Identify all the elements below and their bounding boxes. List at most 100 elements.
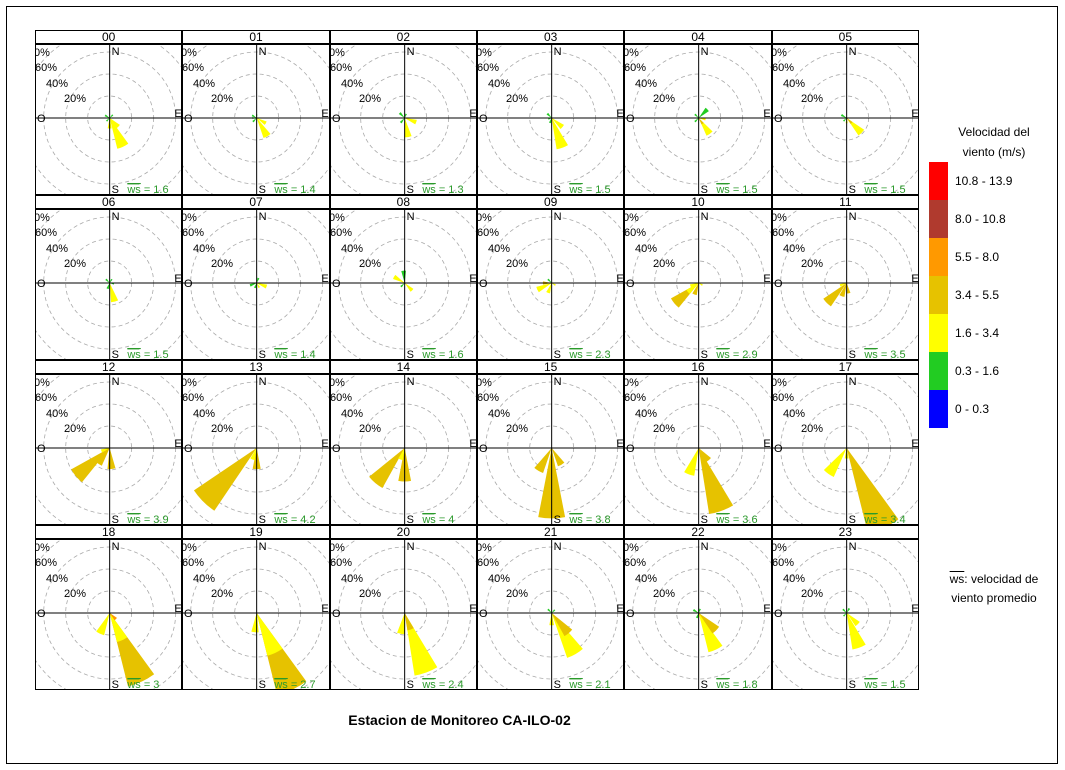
- compass-e-label: E: [616, 273, 623, 285]
- panel-plot-area: 0% 60% 40% 20% N S E Ows = 2.3: [477, 209, 625, 360]
- wind-rose-svg: 0% 60% 40% 20% N S E Ows = 3.6: [625, 375, 771, 524]
- radial-tick-label: 20%: [211, 258, 233, 270]
- panel-hour-label: 17: [771, 360, 919, 374]
- compass-e-label: E: [174, 438, 181, 450]
- grid-circle: [183, 45, 329, 194]
- legend-item: 0 - 0.3: [929, 390, 1057, 428]
- wind-rose-svg: 0% 60% 40% 20% N S E Ows = 2.1: [478, 540, 624, 690]
- radial-tick-label: 60%: [625, 227, 646, 239]
- radial-tick-label: 60%: [183, 227, 204, 239]
- radial-tick-label: 0%: [478, 47, 492, 59]
- wind-petal: [96, 613, 110, 636]
- radial-tick-label: 60%: [331, 227, 352, 239]
- mean-ws-label: ws = 1.6: [126, 184, 168, 195]
- compass-o-label: O: [479, 113, 488, 125]
- compass-o-label: O: [184, 608, 193, 620]
- wind-petal: [392, 274, 405, 284]
- panel-plot-area: 0% 60% 40% 20% N S E Ows = 1.3: [329, 44, 477, 195]
- wind-petal: [551, 609, 556, 614]
- wind-petal: [839, 283, 847, 287]
- compass-s-label: S: [701, 184, 708, 195]
- radial-tick-label: 40%: [783, 243, 805, 255]
- wind-petal: [698, 117, 707, 121]
- wind-petal: [692, 283, 699, 296]
- compass-s-label: S: [848, 184, 855, 195]
- radial-tick-label: 60%: [331, 557, 352, 569]
- radial-tick-label: 60%: [36, 62, 57, 74]
- panel-plot-area: 0% 60% 40% 20% N S E Ows = 1.5: [624, 44, 772, 195]
- grid-circle: [478, 540, 624, 689]
- wind-petal: [698, 613, 720, 634]
- legend-item: 3.4 - 5.5: [929, 276, 1057, 314]
- wind-petal: [842, 118, 847, 122]
- compass-o-label: O: [774, 278, 783, 290]
- compass-o-label: O: [332, 608, 341, 620]
- wind-petal: [104, 114, 110, 119]
- wind-petal: [846, 283, 851, 294]
- wind-petal: [250, 283, 257, 287]
- wind-petal: [100, 448, 110, 453]
- wind-petal: [698, 107, 710, 119]
- radial-tick-label: 20%: [64, 423, 86, 435]
- radial-tick-label: 60%: [478, 62, 499, 74]
- radial-tick-label: 40%: [46, 243, 68, 255]
- wind-petal: [694, 113, 699, 119]
- panel-hour-label: 15: [477, 360, 625, 374]
- radial-tick-label: 60%: [36, 392, 57, 404]
- panel-plot-area: 0% 60% 40% 20% N S E Ows = 1.5: [771, 44, 919, 195]
- compass-s-label: S: [112, 349, 119, 360]
- radial-tick-label: 20%: [359, 423, 381, 435]
- panel-hour-label: 10: [624, 195, 772, 209]
- radial-tick-label: 40%: [635, 573, 657, 585]
- ws-note-symbol: ws: [949, 572, 965, 586]
- radial-tick-label: 40%: [193, 573, 215, 585]
- radial-tick-label: 0%: [625, 377, 639, 389]
- panel-hour-label: 22: [624, 525, 772, 539]
- radial-tick-label: 60%: [478, 227, 499, 239]
- wind-petal: [109, 613, 117, 621]
- legend-swatch: [929, 390, 948, 428]
- mean-ws-label: ws = 3.9: [126, 514, 168, 525]
- wind-petal: [95, 448, 110, 466]
- wind-petal: [109, 114, 114, 119]
- legend-swatch: [929, 276, 948, 314]
- wind-rose-svg: 0% 60% 40% 20% N S E Ows = 3.9: [36, 375, 182, 525]
- wind-rose-svg: 0% 60% 40% 20% N S E Ows = 1.5: [36, 210, 182, 360]
- compass-n-label: N: [259, 211, 267, 223]
- wind-rose-panel: 16 0% 60% 40% 20% N S E Ows = 3.6: [624, 360, 772, 525]
- compass-o-label: O: [332, 278, 341, 290]
- ws-note-line1: : velocidad de: [964, 572, 1039, 586]
- wind-rose-svg: 0% 60% 40% 20% N S E Ows = 2.7: [183, 540, 329, 689]
- wind-rose-svg: 0% 60% 40% 20% N S E Ows = 1.4: [183, 210, 329, 360]
- wind-rose-panel: 04 0% 60% 40% 20% N S E Ows = 1.5: [624, 30, 772, 195]
- wind-rose-panel: 09 0% 60% 40% 20% N S E Ows = 2.3: [477, 195, 625, 360]
- wind-petal: [822, 283, 847, 307]
- wind-petal: [842, 613, 847, 617]
- compass-o-label: O: [479, 278, 488, 290]
- compass-o-label: O: [626, 113, 635, 125]
- wind-petal: [404, 613, 414, 631]
- wind-rose-svg: 0% 60% 40% 20% N S E Ows = 4.2: [183, 375, 329, 524]
- compass-o-label: O: [626, 608, 635, 620]
- wind-rose-panel: 20 0% 60% 40% 20% N S E Ows = 2.4: [329, 525, 477, 690]
- panel-hour-label: 01: [182, 30, 330, 44]
- panel-plot-area: 0% 60% 40% 20% N S E Ows = 3.6: [624, 374, 772, 525]
- panel-plot-area: 0% 60% 40% 20% N S E Ows = 1.5: [477, 44, 625, 195]
- compass-n-label: N: [554, 376, 562, 388]
- panel-plot-area: 0% 60% 40% 20% N S E Ows = 2.7: [182, 539, 330, 690]
- wind-petal: [690, 283, 699, 288]
- mean-ws-label: ws = 2.1: [568, 679, 610, 690]
- mean-ws-label: ws = 1.4: [274, 349, 316, 360]
- radial-tick-label: 40%: [783, 408, 805, 420]
- wind-rose-panel: 21 0% 60% 40% 20% N S E Ows = 2.1: [477, 525, 625, 690]
- wind-petal: [404, 613, 437, 676]
- compass-s-label: S: [554, 184, 561, 195]
- panel-plot-area: 0% 60% 40% 20% N S E Ows = 3.4: [771, 374, 919, 525]
- panel-hour-label: 20: [329, 525, 477, 539]
- wind-petal: [256, 277, 260, 284]
- mean-ws-label: ws = 1.6: [421, 349, 463, 360]
- wind-petal: [252, 118, 257, 123]
- legend-swatch: [929, 200, 948, 238]
- wind-petal: [547, 608, 552, 614]
- grid-circle: [330, 45, 476, 194]
